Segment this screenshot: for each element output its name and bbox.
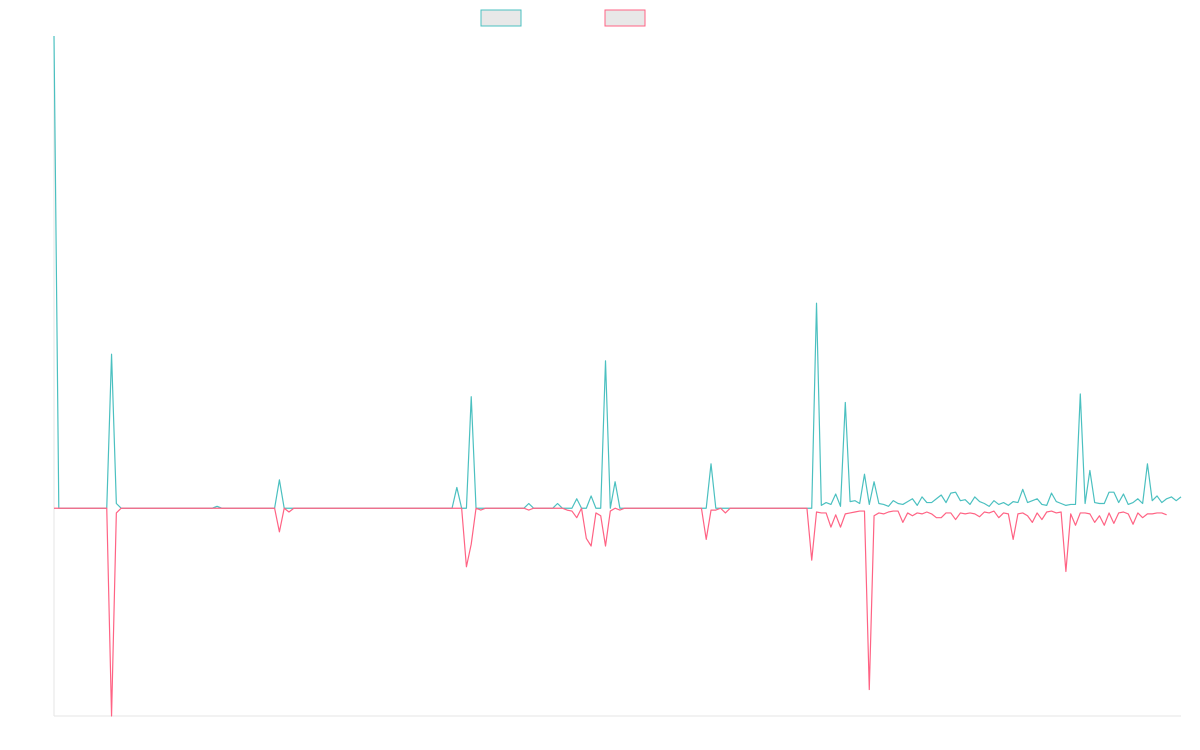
series-line-2 bbox=[54, 507, 1167, 717]
legend bbox=[480, 9, 646, 27]
series-line-1 bbox=[53, 35, 1182, 509]
series-layer bbox=[53, 35, 1182, 717]
legend-swatch-1 bbox=[480, 9, 522, 27]
axes bbox=[53, 36, 1181, 717]
legend-swatch-2 bbox=[604, 9, 646, 27]
